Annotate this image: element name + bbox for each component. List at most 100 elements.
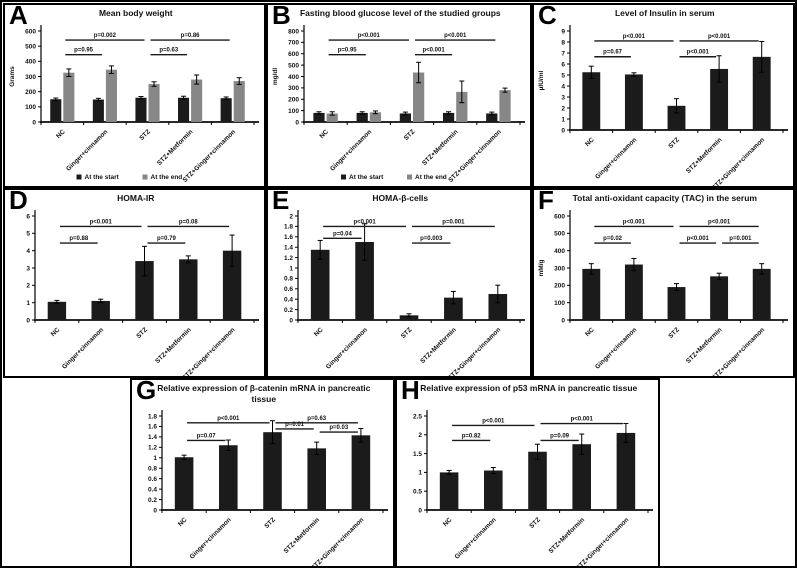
svg-text:p<0.001: p<0.001 bbox=[708, 219, 731, 225]
svg-text:1: 1 bbox=[26, 300, 30, 307]
svg-text:At the end: At the end bbox=[151, 174, 183, 181]
panel-H-p53-mrna: H Relative expression of p53 mRNA in pan… bbox=[395, 375, 660, 566]
svg-text:p<0.001: p<0.001 bbox=[358, 33, 381, 39]
svg-text:1: 1 bbox=[561, 116, 565, 123]
svg-text:3: 3 bbox=[561, 94, 565, 101]
svg-text:Ginger+cinnamon: Ginger+cinnamon bbox=[594, 326, 638, 370]
svg-text:8: 8 bbox=[561, 39, 565, 46]
panel-B-letter: B bbox=[272, 0, 291, 30]
svg-text:400: 400 bbox=[25, 59, 36, 66]
svg-text:2: 2 bbox=[561, 105, 565, 112]
svg-text:0.6: 0.6 bbox=[148, 476, 157, 483]
svg-text:Ginger+cinnamon: Ginger+cinnamon bbox=[329, 128, 373, 172]
svg-text:1: 1 bbox=[153, 455, 157, 462]
svg-text:300: 300 bbox=[288, 85, 299, 92]
svg-text:NC: NC bbox=[318, 128, 330, 140]
svg-text:0.8: 0.8 bbox=[284, 276, 293, 283]
svg-text:STZ: STZ bbox=[138, 128, 152, 142]
panel-E-homa-beta-cells: E HOMA-β-cells 0 0.2 0.4 0.6 0.8 1 1.2 1.4 1.6 1.… bbox=[266, 185, 532, 378]
svg-text:STZ: STZ bbox=[667, 326, 681, 340]
svg-text:At the end: At the end bbox=[415, 174, 447, 181]
svg-text:0.4: 0.4 bbox=[148, 486, 157, 493]
svg-text:p=0.88: p=0.88 bbox=[69, 236, 89, 242]
svg-text:1: 1 bbox=[418, 470, 422, 477]
svg-text:p=0.63: p=0.63 bbox=[307, 416, 327, 422]
panel-A-mean-body-weight: A Mean body weight 0 100 200 300 400 500 600 Gr… bbox=[3, 0, 266, 188]
svg-text:STZ: STZ bbox=[263, 516, 277, 530]
svg-text:100: 100 bbox=[25, 104, 36, 111]
panel-C-title: Level of Insulin in serum bbox=[614, 8, 715, 18]
svg-text:STZ: STZ bbox=[528, 516, 542, 530]
svg-text:0: 0 bbox=[289, 317, 293, 324]
svg-text:1.6: 1.6 bbox=[284, 234, 293, 241]
svg-text:200: 200 bbox=[554, 283, 565, 290]
svg-text:0: 0 bbox=[561, 317, 565, 324]
svg-text:p=0.04: p=0.04 bbox=[333, 231, 353, 237]
svg-text:p=0.001: p=0.001 bbox=[729, 236, 752, 242]
svg-text:4: 4 bbox=[26, 248, 30, 255]
svg-text:p=0.07: p=0.07 bbox=[197, 433, 217, 439]
svg-text:6: 6 bbox=[26, 213, 30, 220]
svg-text:p=0.86: p=0.86 bbox=[181, 33, 201, 39]
svg-text:0: 0 bbox=[561, 127, 565, 134]
svg-text:p=0.01: p=0.01 bbox=[285, 422, 305, 428]
svg-text:p=0.08: p=0.08 bbox=[179, 219, 199, 225]
svg-text:At the start: At the start bbox=[85, 174, 120, 181]
panel-D-chart: 0 1 2 3 4 5 6 NC Ginger+cinnamon STZ STZ+Metformin… bbox=[26, 210, 259, 376]
svg-text:p<0.001: p<0.001 bbox=[444, 33, 467, 39]
svg-text:1.6: 1.6 bbox=[148, 424, 157, 431]
svg-text:STZ+Metformin: STZ+Metformin bbox=[421, 128, 460, 167]
panel-C-letter: C bbox=[538, 0, 557, 30]
panel-A-letter: A bbox=[9, 0, 28, 30]
svg-text:600: 600 bbox=[554, 213, 565, 220]
svg-text:0: 0 bbox=[32, 119, 36, 126]
svg-text:2: 2 bbox=[418, 432, 422, 439]
svg-text:7: 7 bbox=[561, 50, 565, 57]
panel-H-title: Relative expression of p53 mRNA in pancr… bbox=[420, 383, 638, 393]
svg-text:2: 2 bbox=[289, 213, 293, 220]
svg-text:STZ+Metformin: STZ+Metformin bbox=[156, 128, 195, 167]
panel-D-homa-ir: D HOMA-IR 0 1 2 3 4 5 6 NC Ginger+cinnamon STZ STZ… bbox=[3, 185, 266, 378]
svg-text:p<0.001: p<0.001 bbox=[708, 34, 731, 40]
svg-text:p=0.67: p=0.67 bbox=[603, 50, 623, 56]
panel-A-chart: 0 100 200 300 400 500 600 Grams NCGinger+cinnamo… bbox=[9, 25, 259, 184]
svg-text:p<0.001: p<0.001 bbox=[90, 219, 113, 225]
svg-text:NC: NC bbox=[313, 326, 325, 338]
svg-text:500: 500 bbox=[288, 62, 299, 69]
svg-text:1.4: 1.4 bbox=[284, 245, 293, 252]
svg-text:1.5: 1.5 bbox=[413, 451, 422, 458]
panel-F-title: Total anti-oxidant capacity (TAC) in the… bbox=[572, 193, 757, 203]
panel-E-title: HOMA-β-cells bbox=[372, 193, 429, 203]
svg-text:STZ: STZ bbox=[400, 326, 414, 340]
svg-text:STZ+Metformin: STZ+Metformin bbox=[685, 326, 724, 365]
svg-text:0.8: 0.8 bbox=[148, 466, 157, 473]
svg-text:mg/dl: mg/dl bbox=[272, 68, 279, 86]
svg-text:Grams: Grams bbox=[9, 66, 16, 87]
svg-text:STZ+Metformin: STZ+Metformin bbox=[685, 136, 724, 175]
panel-E-chart: 0 0.2 0.4 0.6 0.8 1 1.2 1.4 1.6 1.8 2 NC Ginger+cinn… bbox=[284, 210, 525, 376]
svg-text:1: 1 bbox=[289, 265, 293, 272]
panel-G-chart: 0 0.2 0.4 0.6 0.8 1 1.2 1.4 1.6 1.8 NC Ginger+cinna… bbox=[148, 410, 388, 566]
svg-text:300: 300 bbox=[25, 74, 36, 81]
svg-text:mM/g: mM/g bbox=[538, 259, 545, 276]
svg-text:At the start: At the start bbox=[349, 174, 384, 181]
svg-text:1.2: 1.2 bbox=[284, 255, 293, 262]
svg-text:200: 200 bbox=[25, 89, 36, 96]
panel-G-letter: G bbox=[136, 375, 157, 405]
panel-G-beta-catenin-mrna: G Relative expression of β-catenin mRNA … bbox=[130, 375, 395, 566]
svg-text:p<0.001: p<0.001 bbox=[687, 50, 710, 56]
svg-text:0.2: 0.2 bbox=[284, 307, 293, 314]
svg-text:Ginger+cinnamon: Ginger+cinnamon bbox=[61, 326, 105, 370]
svg-text:600: 600 bbox=[25, 28, 36, 35]
panel-C-insulin-serum: C Level of Insulin in serum 0 1 2 3 4 5 6 7 8 9 µI… bbox=[532, 0, 795, 188]
svg-text:0.5: 0.5 bbox=[413, 489, 422, 496]
panel-F-tac-serum: F Total anti-oxidant capacity (TAC) in t… bbox=[532, 185, 795, 378]
svg-text:STZ: STZ bbox=[667, 136, 681, 150]
panel-B-fasting-blood-glucose: B Fasting blood glucose level of the stu… bbox=[266, 0, 532, 188]
svg-text:p=0.002: p=0.002 bbox=[94, 33, 117, 39]
svg-text:p<0.001: p<0.001 bbox=[482, 418, 505, 424]
svg-text:p=0.95: p=0.95 bbox=[74, 48, 94, 54]
svg-text:9: 9 bbox=[561, 28, 565, 35]
